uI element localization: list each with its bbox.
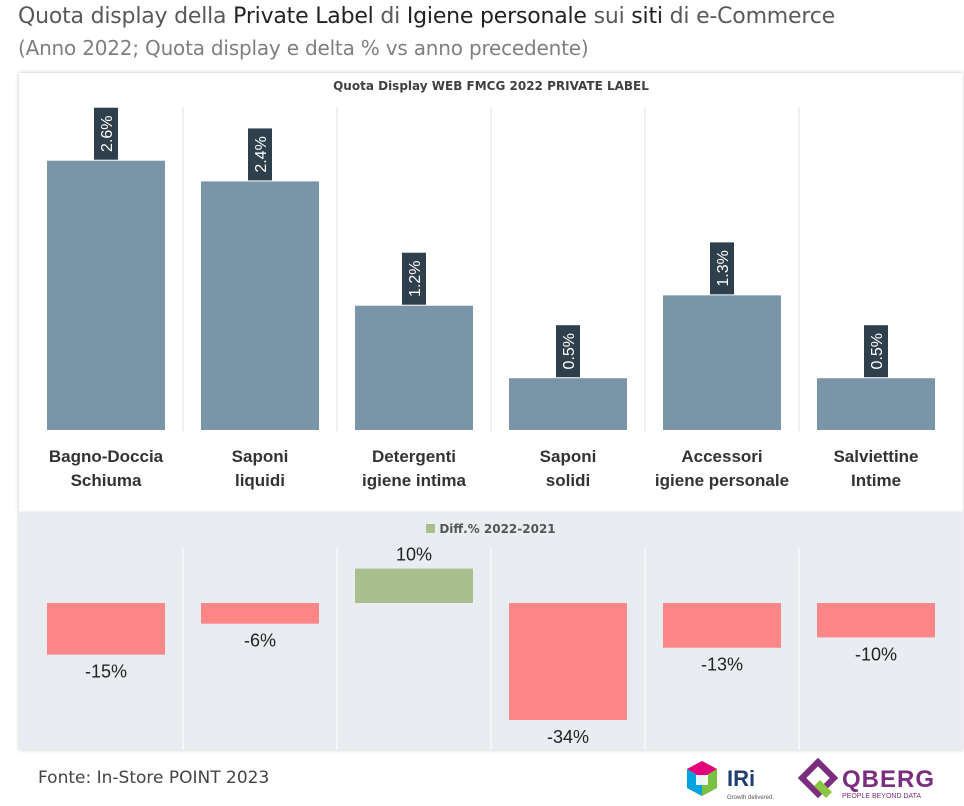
diff-data-label: -15%	[85, 662, 127, 682]
diff-bar	[355, 568, 473, 603]
share-data-label: 1.2%	[407, 260, 424, 296]
category-label: Intime	[851, 471, 901, 490]
share-data-label-bg	[94, 107, 118, 160]
share-data-label-bg	[248, 128, 272, 181]
category-label: solidi	[546, 471, 590, 490]
category-label: Bagno-Doccia	[49, 447, 164, 466]
chart-subtitle: (Anno 2022; Quota display e delta % vs a…	[18, 36, 589, 60]
diff-legend-label: Diff.% 2022-2021	[439, 522, 556, 536]
share-data-label: 0.5%	[561, 333, 578, 369]
chart-main-title: Quota display della Private Label di Igi…	[18, 4, 835, 29]
share-data-label: 0.5%	[869, 333, 886, 369]
category-label: Saponi	[540, 447, 597, 466]
iri-logo-tagline: Growth delivered.	[727, 795, 774, 801]
diff-data-label: -10%	[855, 644, 897, 664]
diff-bar	[817, 603, 935, 638]
share-data-label-bg	[402, 252, 426, 305]
diff-data-label: -34%	[547, 727, 589, 747]
category-label: Saponi	[232, 447, 289, 466]
category-label: igiene intima	[362, 471, 466, 490]
share-bar	[355, 305, 473, 430]
diff-data-label: -6%	[244, 631, 276, 651]
share-bar	[509, 378, 627, 430]
category-label: Salviettine	[833, 447, 918, 466]
share-data-label: 2.6%	[99, 115, 116, 151]
diff-bar-chart: -15% -6% 10% -34% -13% -10%	[47, 545, 935, 750]
iri-logo-text: IRi	[727, 766, 755, 791]
share-data-label: 1.3%	[715, 250, 732, 286]
source-note: Fonte: In-Store POINT 2023	[38, 768, 270, 788]
share-data-label-bg	[556, 325, 580, 378]
share-bar	[47, 160, 165, 430]
category-label: liquidi	[235, 471, 285, 490]
share-data-label-bg	[710, 242, 734, 295]
diff-bar	[47, 603, 165, 655]
category-label: Detergenti	[372, 447, 456, 466]
category-label: igiene personale	[655, 471, 789, 490]
category-label: Accessori	[681, 447, 762, 466]
category-label: Schiuma	[71, 471, 142, 490]
share-chart-panel: Quota Display WEB FMCG 2022 PRIVATE LABE…	[19, 73, 963, 513]
share-bar	[817, 378, 935, 430]
share-bar-chart: 2.6% Bagno-Doccia Schiuma 2.4% Saponi liquidi…	[47, 107, 935, 490]
qberg-logo-diamond-icon	[798, 758, 839, 799]
qberg-logo-tagline: PEOPLE BEYOND DATA	[842, 793, 921, 800]
diff-legend: Diff.% 2022-2021	[19, 522, 963, 536]
share-bar	[201, 181, 319, 430]
legend-swatch	[426, 524, 436, 533]
share-chart-title: Quota Display WEB FMCG 2022 PRIVATE LABE…	[333, 79, 649, 93]
diff-data-label: 10%	[396, 545, 432, 565]
share-bar	[663, 295, 781, 430]
qberg-logo-text: QBERG	[842, 766, 935, 793]
diff-bar	[663, 603, 781, 648]
qberg-logo: QBERG PEOPLE BEYOND DATA	[798, 758, 935, 800]
iri-logo: IRi Growth delivered.	[687, 761, 774, 801]
diff-bar	[509, 603, 627, 720]
diff-bar	[201, 603, 319, 624]
share-data-label-bg	[864, 325, 888, 378]
share-data-label: 2.4%	[253, 136, 270, 172]
diff-chart-panel: Diff.% 2022-2021 -15% -6% 10% -34% -13% -10%	[19, 513, 963, 750]
diff-data-label: -13%	[701, 655, 743, 675]
